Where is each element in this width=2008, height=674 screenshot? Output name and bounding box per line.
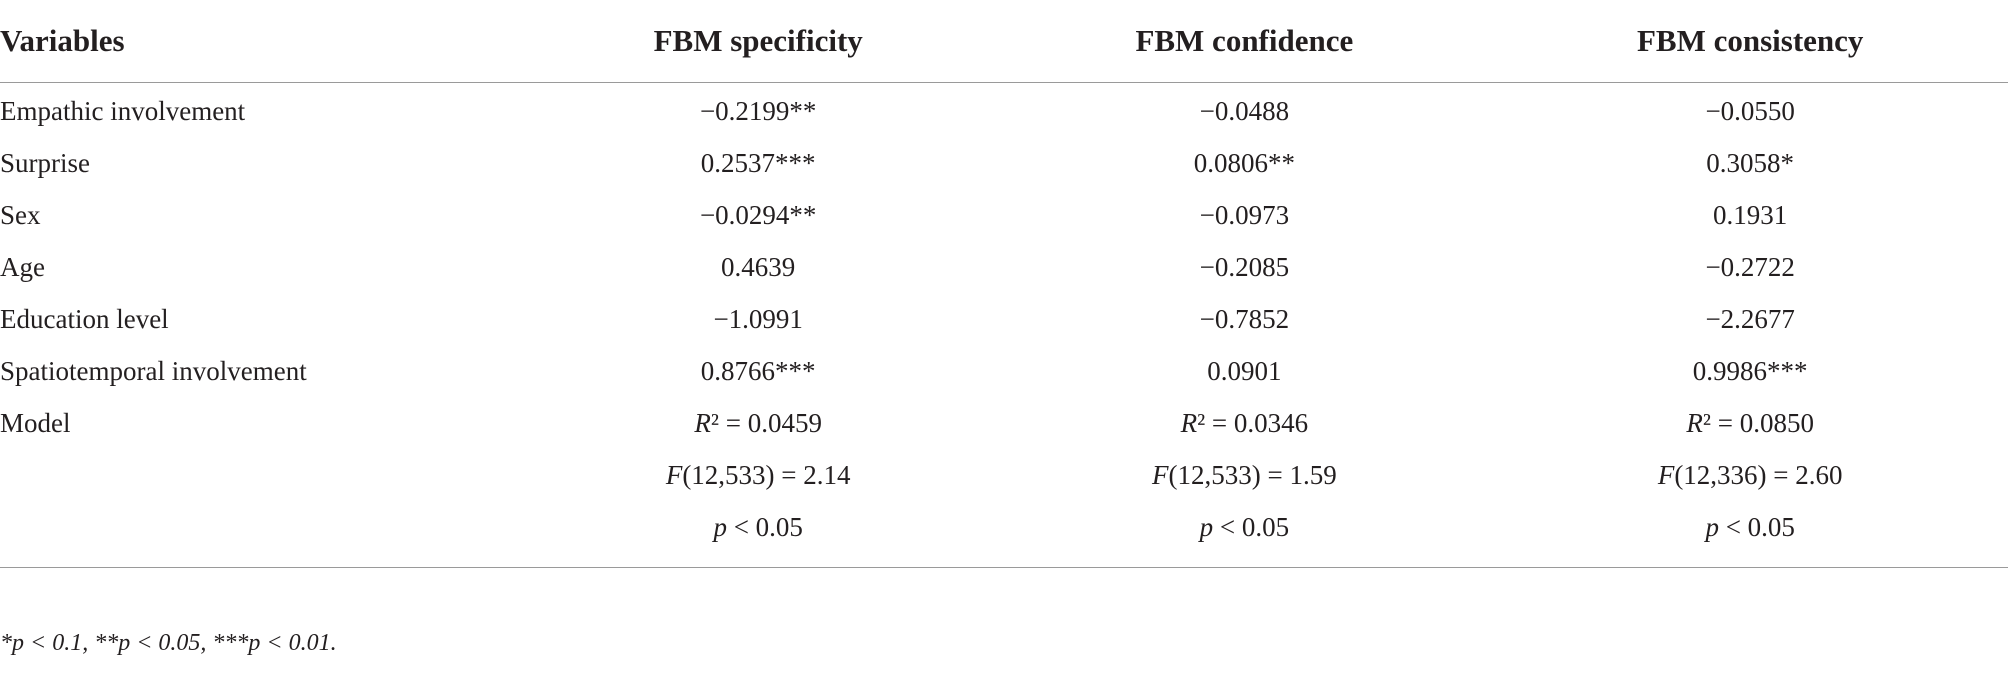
cell: R² = 0.0459 [694, 407, 822, 438]
row-label: Model [0, 407, 71, 438]
cell: 0.3058* [1706, 147, 1795, 178]
cell: −1.0991 [713, 303, 803, 334]
cell: −0.0294** [699, 199, 817, 230]
table-row: Surprise 0.2537*** 0.0806** 0.3058* [0, 137, 2008, 189]
cell: p < 0.05 [520, 501, 997, 568]
cell: −2.2677 [1705, 303, 1795, 334]
row-label [0, 501, 520, 568]
row-label: Sex [0, 199, 41, 230]
cell: p < 0.05 [1492, 501, 2008, 568]
results-table: Variables FBM specificity FBM confidence FB… [0, 0, 2008, 568]
cell: −0.2722 [1705, 251, 1795, 282]
cell: −0.7852 [1199, 303, 1290, 334]
cell: 0.1931 [1713, 199, 1788, 230]
table-row: Sex −0.0294** −0.0973 0.1931 [0, 189, 2008, 241]
table-row: F(12,533) = 2.14 F(12,533) = 1.59 F(12,336… [0, 449, 2008, 501]
cell: −0.0488 [1199, 95, 1290, 126]
row-label: Spatiotemporal involvement [0, 355, 307, 386]
cell: R² = 0.0346 [1180, 407, 1309, 438]
row-label [0, 449, 520, 501]
cell: −0.0973 [1199, 199, 1290, 230]
cell: F(12,533) = 1.59 [1152, 459, 1337, 490]
cell: 0.4639 [721, 251, 796, 282]
row-label: Education level [0, 303, 169, 334]
table-row: p < 0.05 p < 0.05 p < 0.05 [0, 501, 2008, 568]
cell: 0.0806** [1193, 147, 1295, 178]
row-label: Empathic involvement [0, 95, 246, 126]
footnote: *p < 0.1, **p < 0.05, ***p < 0.01. [0, 630, 337, 656]
column-header: FBM specificity [520, 0, 997, 83]
table-body: Empathic involvement −0.2199** −0.0488 −0.0… [0, 83, 2008, 568]
column-header: FBM confidence [996, 0, 1493, 83]
row-label: Age [0, 251, 45, 282]
cell: 0.8766*** [700, 355, 816, 386]
cell: R² = 0.0850 [1686, 407, 1814, 438]
row-label: Surprise [0, 147, 90, 178]
cell: F(12,533) = 2.14 [665, 459, 851, 490]
column-header: FBM consistency [1492, 0, 2008, 83]
column-header: Variables [0, 0, 520, 83]
cell: p < 0.05 [996, 501, 1493, 568]
header-row: Variables FBM specificity FBM confidence FB… [0, 0, 2008, 83]
table-row: Spatiotemporal involvement 0.8766*** 0.090… [0, 345, 2008, 397]
table-row: Education level −1.0991 −0.7852 −2.2677 [0, 293, 2008, 345]
cell: −0.2085 [1199, 251, 1290, 282]
cell: 0.2537*** [700, 147, 816, 178]
table-row: Model R² = 0.0459 R² = 0.0346 R² = 0.0850 [0, 397, 2008, 449]
table-row: Age 0.4639 −0.2085 −0.2722 [0, 241, 2008, 293]
cell: −0.2199** [699, 95, 817, 126]
cell: −0.0550 [1705, 95, 1795, 126]
cell: 0.0901 [1207, 355, 1282, 386]
table-row: Empathic involvement −0.2199** −0.0488 −0.0… [0, 83, 2008, 138]
cell: F(12,336) = 2.60 [1657, 459, 1843, 490]
cell: 0.9986*** [1692, 355, 1808, 386]
